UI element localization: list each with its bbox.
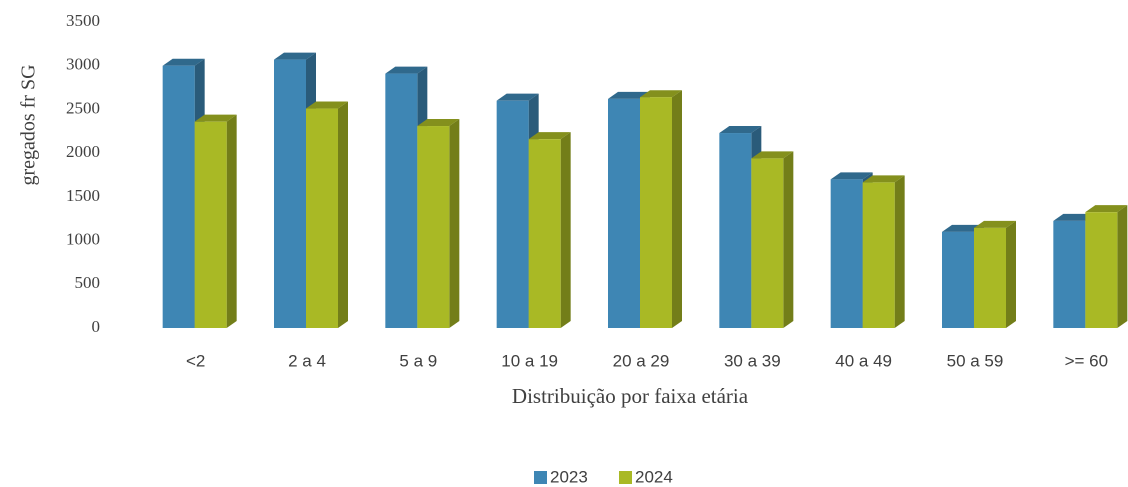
legend-swatch: [534, 471, 547, 484]
bar-top: [608, 91, 650, 99]
bar-top: [751, 151, 794, 159]
x-tick-label: 50 a 59: [947, 351, 1004, 370]
bar-side: [449, 119, 460, 328]
bar-top: [974, 220, 1016, 228]
x-tick-label: 2 a 4: [288, 351, 326, 370]
bar: [862, 182, 895, 328]
x-tick-label: 30 a 39: [724, 351, 781, 370]
bar-top: [417, 119, 460, 127]
bar: [417, 126, 450, 328]
bar: [640, 97, 672, 328]
bar-top: [194, 114, 237, 122]
bar-top: [640, 90, 682, 98]
bar-top: [162, 58, 205, 66]
bar-side: [560, 132, 571, 328]
bar: [719, 133, 752, 328]
y-tick-label: 3000: [66, 55, 100, 74]
bar: [830, 179, 863, 328]
y-tick-label: 500: [75, 273, 101, 292]
bar-top: [306, 101, 348, 109]
y-tick-label: 3500: [66, 11, 100, 30]
bar: [751, 158, 784, 328]
bar-top: [274, 52, 316, 60]
bar: [1053, 220, 1086, 328]
x-tick-label: 20 a 29: [613, 351, 670, 370]
bar-side: [226, 114, 237, 328]
bar: [274, 59, 306, 328]
bar-side: [783, 151, 794, 328]
bar-top: [528, 132, 571, 140]
y-tick-label: 0: [92, 317, 101, 336]
y-tick-label: 2000: [66, 142, 100, 161]
bar: [942, 231, 974, 328]
legend-swatch: [619, 471, 632, 484]
bar: [1085, 212, 1118, 328]
x-tick-label: 5 a 9: [399, 351, 437, 370]
y-axis-label: gregados fr SG: [18, 64, 40, 185]
y-tick-label: 2500: [66, 98, 100, 117]
bar: [385, 73, 418, 328]
bar: [306, 108, 338, 328]
bar: [162, 65, 195, 328]
bar-side: [338, 101, 348, 328]
bar: [974, 227, 1006, 328]
bar-top: [496, 93, 539, 101]
legend-label: 2023: [550, 467, 588, 486]
bar-top: [385, 66, 428, 74]
y-tick-label: 1500: [66, 186, 100, 205]
bar-top: [1053, 213, 1096, 221]
bar-side: [894, 175, 905, 328]
x-tick-label: 10 a 19: [501, 351, 558, 370]
x-axis-label: Distribuição por faixa etária: [512, 384, 749, 408]
bar-side: [1006, 220, 1016, 328]
bar-top: [830, 172, 873, 180]
bar-top: [862, 175, 905, 183]
x-tick-label: >= 60: [1065, 351, 1109, 370]
bar-side: [1117, 205, 1128, 328]
legend-label: 2024: [635, 467, 673, 486]
bar: [496, 100, 529, 328]
x-tick-label: 40 a 49: [835, 351, 892, 370]
bar: [528, 139, 561, 328]
y-tick-label: 1000: [66, 229, 100, 248]
bar-side: [672, 90, 682, 328]
bar-top: [1085, 205, 1128, 213]
bar: [608, 98, 640, 329]
x-tick-label: <2: [186, 351, 205, 370]
bar: [194, 121, 227, 328]
bar-top: [719, 126, 762, 134]
bar-top: [942, 224, 984, 232]
